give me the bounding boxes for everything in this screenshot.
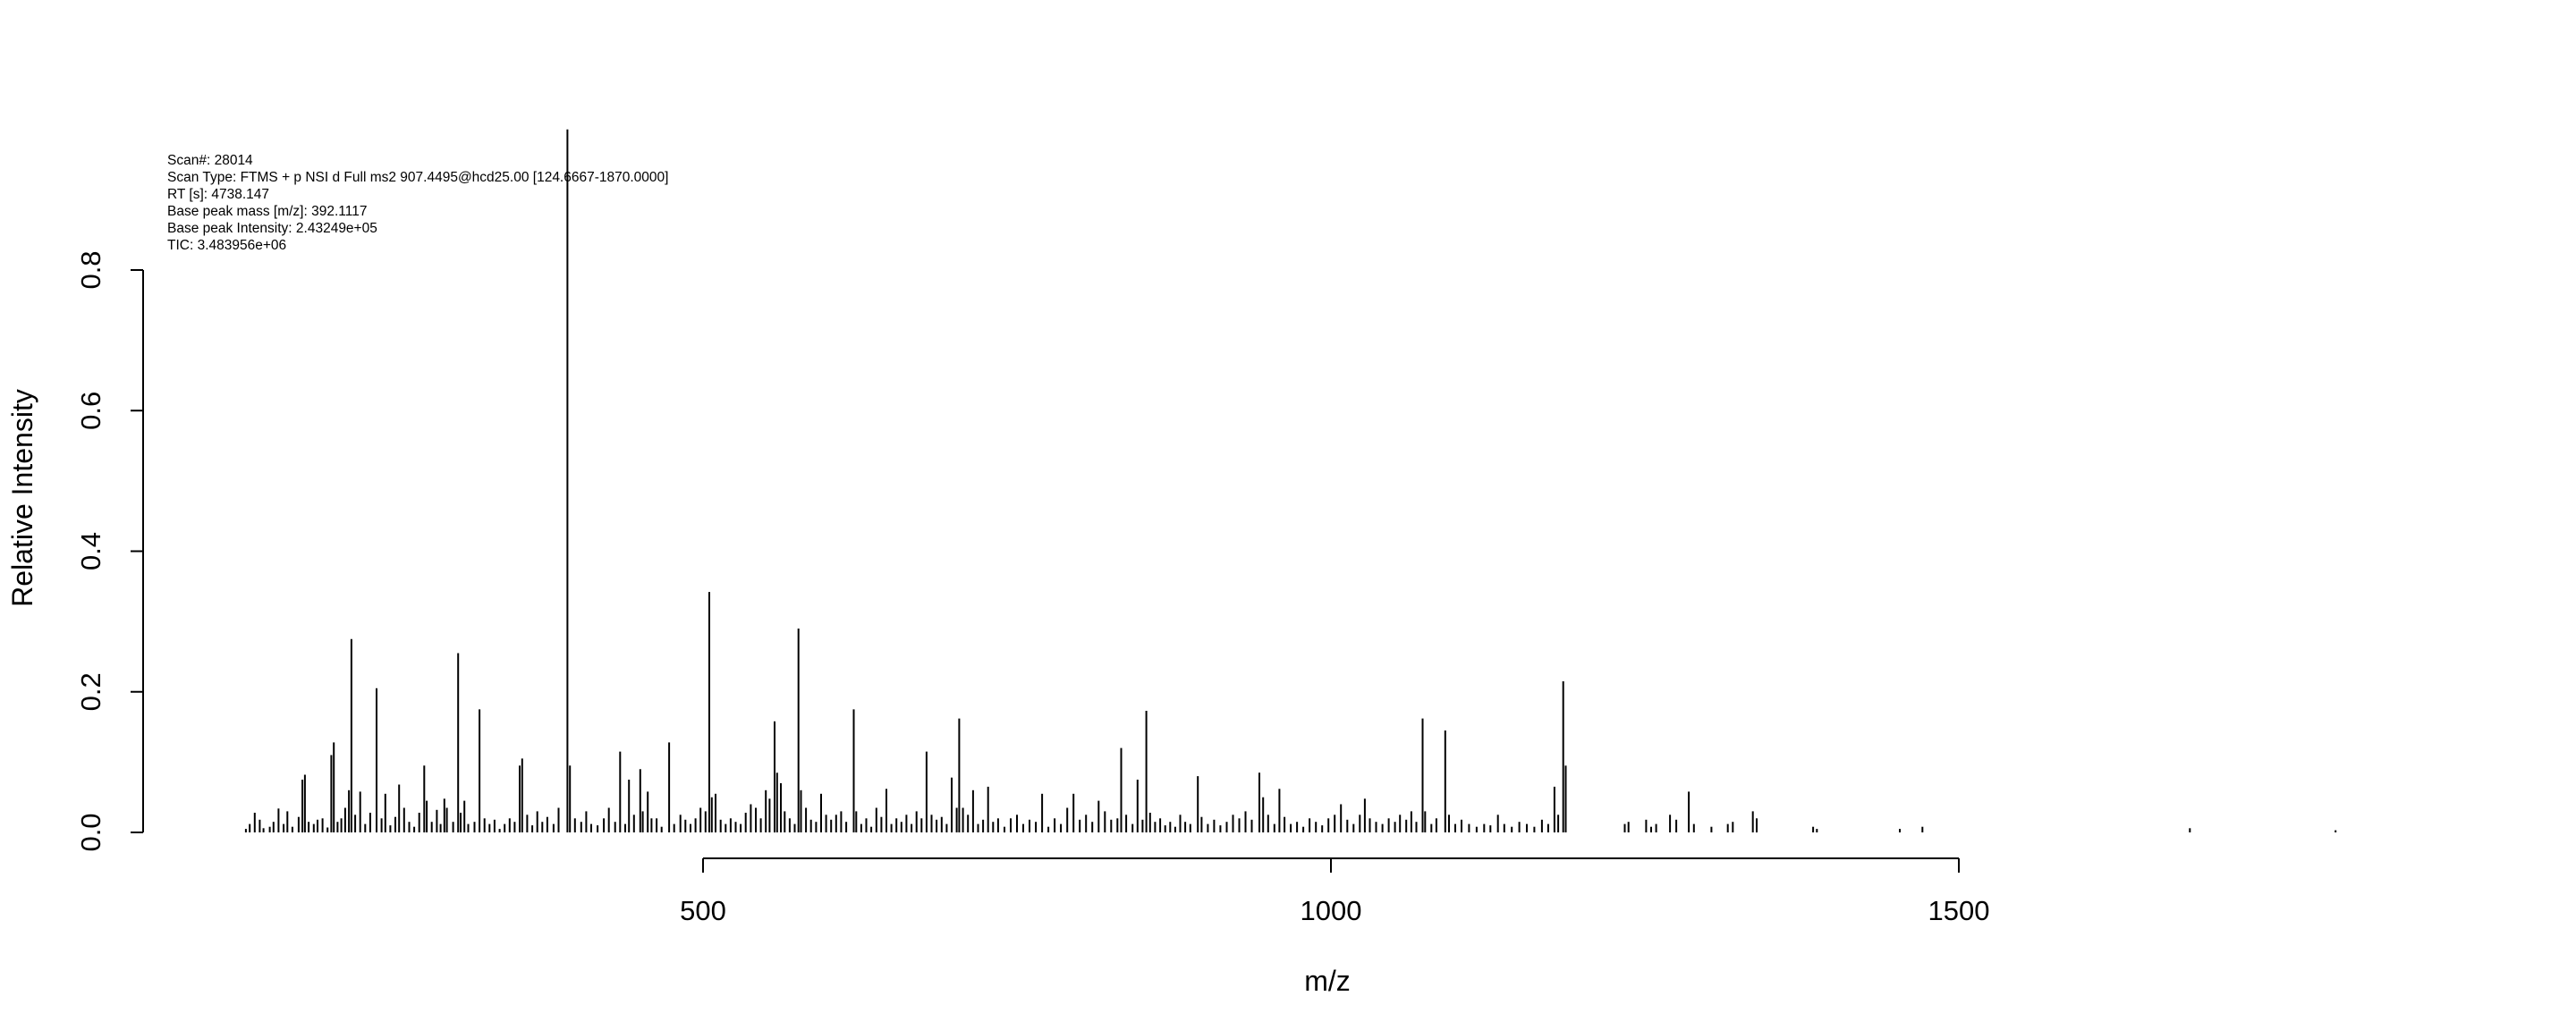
x-axis: 500 1000 1500	[680, 857, 1990, 926]
info-scan-type: Scan Type: FTMS + p NSI d Full ms2 907.4…	[167, 170, 668, 185]
info-tic: TIC: 3.483956e+06	[167, 238, 286, 253]
info-scan: Scan#: 28014	[167, 153, 253, 168]
y-axis-title: Relative Intensity	[6, 389, 38, 607]
x-tick-label-1: 1000	[1301, 895, 1362, 926]
y-axis: 0.0 0.2 0.4 0.6 0.8	[75, 250, 144, 852]
info-base-peak-mass: Base peak mass [m/z]: 392.1117	[167, 204, 367, 219]
y-tick-label-4: 0.8	[75, 250, 106, 289]
x-tick-label-2: 1500	[1928, 895, 1990, 926]
x-tick-label-0: 500	[680, 895, 726, 926]
info-block: Scan#: 28014 Scan Type: FTMS + p NSI d F…	[167, 153, 668, 253]
x-axis-title: m/z	[1304, 965, 1351, 997]
y-tick-label-0: 0.0	[75, 813, 106, 851]
info-rt: RT [s]: 4738.147	[167, 187, 269, 202]
y-tick-label-3: 0.6	[75, 392, 106, 430]
y-tick-label-2: 0.4	[75, 532, 106, 570]
spectrum-peaks	[244, 129, 2337, 832]
info-base-peak-intensity: Base peak Intensity: 2.43249e+05	[167, 221, 377, 236]
y-tick-label-1: 0.2	[75, 672, 106, 711]
